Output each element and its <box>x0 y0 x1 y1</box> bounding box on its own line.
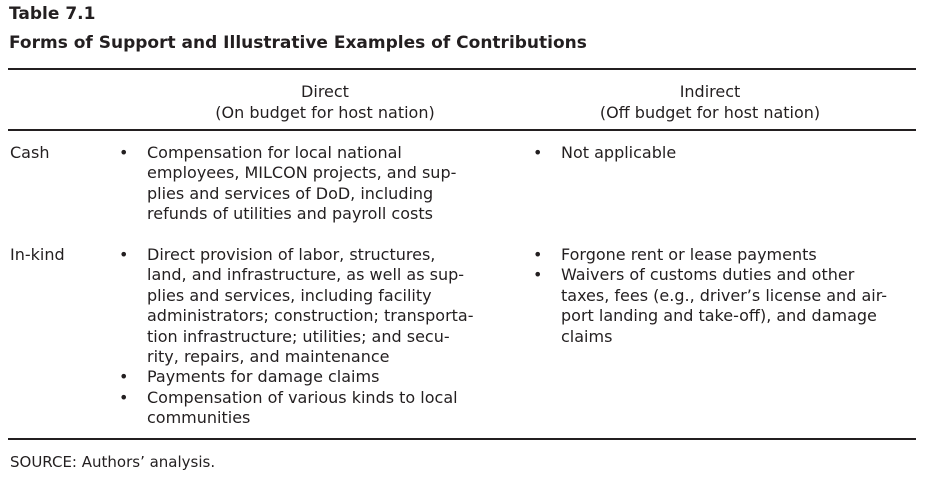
list-item-line: employees, MILCON projects, and sup- <box>147 163 457 183</box>
column-header-indirect: Indirect (Off budget for host nation) <box>505 81 915 123</box>
list-item-line: Waivers of customs duties and other <box>561 265 855 285</box>
list-item-line: Payments for damage claims <box>147 367 380 387</box>
bullet-icon: • <box>533 245 543 264</box>
column-header-direct-label: Direct <box>301 82 349 101</box>
top-rule <box>8 68 916 70</box>
cash-direct-list: • Compensation for local national employee… <box>119 143 456 225</box>
column-header-indirect-sublabel: (Off budget for host nation) <box>599 103 821 122</box>
list-item-line: claims <box>561 326 613 346</box>
bullet-icon: • <box>533 143 543 162</box>
cash-indirect-list: • Not applicable <box>533 143 676 163</box>
row-label-in-kind: In-kind <box>10 245 65 264</box>
list-item-line: port landing and take-off), and damage <box>561 306 877 326</box>
column-header-indirect-label: Indirect <box>679 82 741 101</box>
list-item: • Direct provision of labor, structures, l… <box>119 245 474 367</box>
list-item-line: land, and infrastructure, as well as sup… <box>147 265 465 285</box>
list-item-line: Direct provision of labor, structures, <box>147 245 436 264</box>
list-item-line: Not applicable <box>561 143 677 162</box>
column-header-direct: Direct (On budget for host nation) <box>120 81 530 123</box>
in-kind-direct-list: • Direct provision of labor, structures, l… <box>119 245 474 429</box>
column-header-direct-sublabel: (On budget for host nation) <box>215 103 435 122</box>
list-item-line: Compensation of various kinds to local <box>147 387 458 407</box>
list-item: • Waivers of customs duties and other taxe… <box>533 265 887 347</box>
list-item-line: rity, repairs, and maintenance <box>147 347 390 367</box>
header-rule <box>8 129 916 131</box>
list-item: • Compensation for local national employee… <box>119 143 456 225</box>
list-item-line: plies and services, including facility <box>147 285 432 305</box>
list-item-line: Compensation for local national <box>147 143 402 162</box>
list-item-line: refunds of utilities and payroll costs <box>147 204 433 224</box>
bullet-icon: • <box>119 387 129 407</box>
list-item: • Payments for damage claims <box>119 367 474 387</box>
bottom-rule <box>8 438 916 440</box>
list-item-line: communities <box>147 408 251 428</box>
list-item: • Forgone rent or lease payments <box>533 245 887 265</box>
list-item-line: plies and services of DoD, including <box>147 183 434 203</box>
bullet-icon: • <box>119 143 129 162</box>
bullet-icon: • <box>119 245 129 264</box>
bullet-icon: • <box>533 265 543 285</box>
list-item-line: taxes, fees (e.g., driver’s license and … <box>561 285 888 305</box>
list-item-line: Forgone rent or lease payments <box>561 245 817 264</box>
table-title: Forms of Support and Illustrative Exampl… <box>9 33 587 53</box>
source-note: SOURCE: Authors’ analysis. <box>10 453 216 471</box>
list-item-line: tion infrastructure; utilities; and secu… <box>147 326 450 346</box>
list-item: • Not applicable <box>533 143 676 163</box>
row-label-cash: Cash <box>10 143 50 162</box>
list-item: • Compensation of various kinds to local c… <box>119 388 474 429</box>
table-number: Table 7.1 <box>9 4 96 24</box>
list-item-line: administrators; construction; transporta… <box>147 306 474 326</box>
in-kind-indirect-list: • Forgone rent or lease payments • Waivers … <box>533 245 887 347</box>
bullet-icon: • <box>119 367 129 387</box>
